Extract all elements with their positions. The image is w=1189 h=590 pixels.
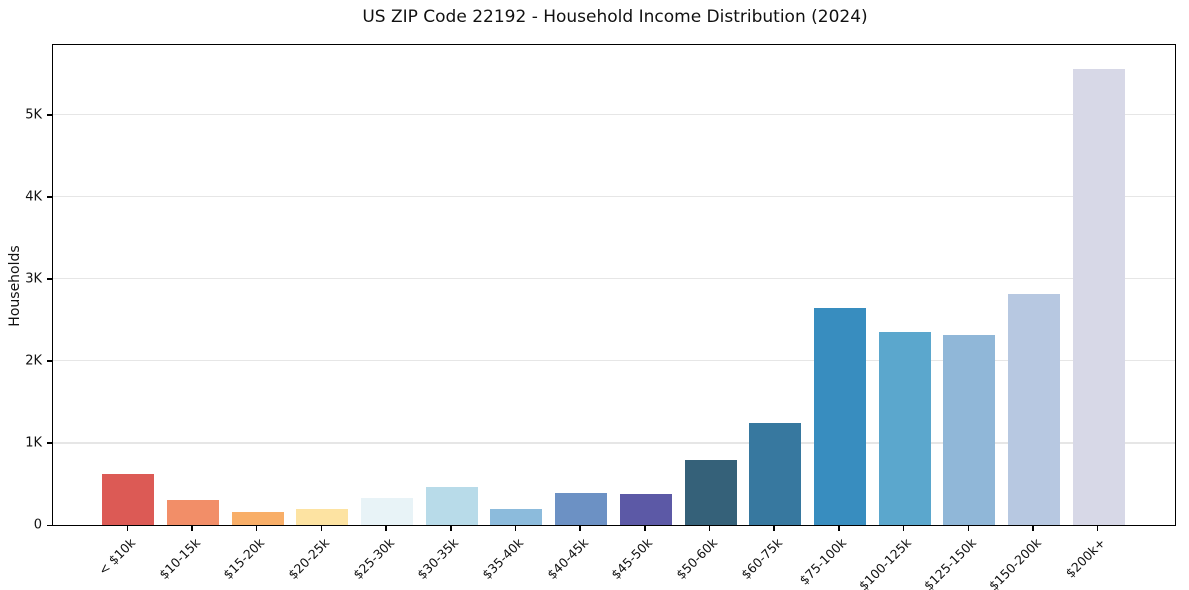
y-axis-ticks: 0 1K 2K 3K 4K 5K	[0, 44, 52, 533]
x-tick-label: $35-40k	[479, 535, 527, 583]
x-tick-label: $40-45k	[543, 535, 591, 583]
x-tick-mark	[385, 526, 387, 531]
x-tick-mark	[644, 526, 646, 531]
bar-6	[490, 509, 543, 525]
y-tick-mark	[47, 360, 52, 362]
x-tick-label: $25-30k	[349, 535, 397, 583]
x-tick-label: $125-150k	[920, 535, 979, 590]
bar-3	[296, 508, 349, 525]
bar-15	[1072, 68, 1125, 525]
y-tick-label: 5K	[25, 107, 42, 123]
gridline-1K	[53, 442, 1175, 444]
x-tick-label: $150-200k	[985, 535, 1044, 590]
x-tick-label: $50-60k	[673, 535, 721, 583]
gridline-3K	[53, 278, 1175, 280]
x-tick-label: $75-100k	[796, 535, 850, 588]
x-tick-mark	[255, 526, 258, 531]
x-tick-label: $15-20k	[220, 535, 268, 583]
y-tick-mark	[47, 442, 52, 444]
x-tick-label: $10-15k	[155, 535, 203, 583]
bar-12	[878, 332, 931, 525]
bar-8	[619, 494, 672, 525]
x-tick-mark	[450, 526, 452, 531]
x-tick-label: $45-50k	[608, 535, 656, 583]
x-tick-mark	[708, 526, 711, 531]
gridline-4K	[53, 196, 1175, 198]
x-tick-mark	[320, 526, 323, 531]
bar-13	[943, 334, 996, 525]
y-tick-label: 4K	[25, 189, 42, 205]
bar-11	[813, 308, 866, 525]
x-tick-label: $200k+	[1062, 535, 1109, 581]
y-tick-mark	[47, 278, 52, 280]
bar-0	[102, 474, 155, 525]
x-tick-mark	[579, 526, 581, 531]
chart-title: US ZIP Code 22192 - Household Income Dis…	[362, 7, 868, 27]
x-tick-label: $100-125k	[855, 535, 915, 590]
gridline-5K	[53, 113, 1175, 116]
x-axis-ticks: < $10k $10-15k $15-20k $20-25k $25-30k $30-35…	[52, 526, 1176, 590]
x-tick-label: < $10k	[95, 535, 138, 578]
bar-4	[361, 497, 414, 525]
plot-area	[52, 44, 1176, 526]
y-tick-label: 3K	[25, 271, 42, 287]
y-tick-label: 1K	[25, 435, 42, 451]
bar-10	[749, 422, 802, 525]
x-tick-mark	[773, 526, 775, 531]
x-tick-mark	[1096, 526, 1099, 531]
bar-7	[555, 493, 608, 525]
x-tick-mark	[902, 526, 905, 531]
bar-5	[425, 487, 478, 525]
y-tick-label: 2K	[25, 353, 42, 369]
bar-2	[231, 511, 284, 525]
bar-9	[684, 460, 737, 525]
y-tick-mark	[47, 114, 52, 116]
x-tick-mark	[838, 526, 840, 531]
x-tick-mark	[191, 526, 193, 531]
y-tick-mark	[47, 524, 52, 526]
x-tick-mark	[967, 526, 970, 531]
x-tick-mark	[1032, 526, 1034, 531]
x-tick-label: $30-35k	[414, 535, 462, 583]
x-tick-mark	[126, 526, 129, 531]
gridline-2K	[53, 360, 1175, 362]
y-tick-mark	[47, 196, 52, 198]
bar-1	[167, 500, 220, 525]
x-tick-label: $20-25k	[284, 535, 333, 583]
bar-14	[1007, 294, 1060, 525]
x-tick-label: $60-75k	[737, 535, 785, 583]
y-tick-label: 0	[33, 517, 42, 533]
x-tick-mark	[514, 526, 517, 531]
